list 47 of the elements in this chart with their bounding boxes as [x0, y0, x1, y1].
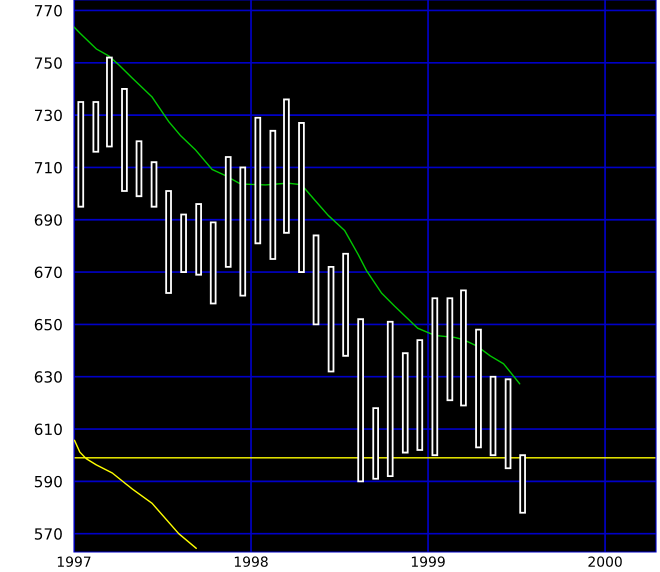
- bar: [504, 378, 512, 470]
- bar: [298, 122, 305, 273]
- x-tick-label: 1999: [412, 556, 445, 567]
- bar: [402, 352, 409, 454]
- bar: [180, 214, 187, 273]
- bar: [490, 376, 496, 456]
- bar: [446, 297, 454, 402]
- y-tick-label: 690: [34, 214, 62, 226]
- y-tick-label: 610: [34, 424, 62, 436]
- bar: [224, 156, 232, 268]
- bar: [77, 101, 84, 208]
- bar: [121, 88, 128, 192]
- y-tick-label: 770: [34, 4, 62, 16]
- y-tick-label: 650: [34, 318, 62, 330]
- bar: [106, 56, 113, 148]
- bar: [195, 203, 202, 276]
- bar: [372, 407, 379, 480]
- x-tick-label: 1998: [234, 556, 268, 567]
- y-tick-label: 670: [34, 266, 62, 278]
- bar: [92, 101, 100, 153]
- bar: [165, 190, 172, 294]
- bar: [460, 289, 467, 406]
- bar: [475, 328, 482, 448]
- bar: [312, 234, 320, 326]
- bar: [254, 116, 262, 244]
- y-tick-label: 710: [34, 162, 62, 174]
- bar: [519, 454, 526, 514]
- bar: [357, 318, 364, 482]
- x-tick-label: 1997: [58, 556, 90, 567]
- x-tick-label: 2000: [588, 556, 622, 567]
- bar: [342, 252, 349, 357]
- bar: [270, 130, 276, 260]
- bar: [386, 320, 394, 478]
- line-series: [74, 26, 520, 384]
- y-tick-label: 590: [34, 476, 62, 488]
- bar: [239, 166, 246, 297]
- bar: [328, 266, 334, 372]
- y-tick-label: 730: [34, 110, 62, 122]
- bar: [150, 161, 158, 208]
- y-tick-label: 750: [34, 57, 62, 69]
- y-tick-label: 630: [34, 371, 62, 383]
- bar: [136, 140, 142, 198]
- bar: [416, 339, 424, 451]
- bar: [283, 98, 290, 234]
- y-tick-label: 570: [34, 528, 62, 540]
- bar: [432, 297, 438, 456]
- bar: [210, 221, 217, 304]
